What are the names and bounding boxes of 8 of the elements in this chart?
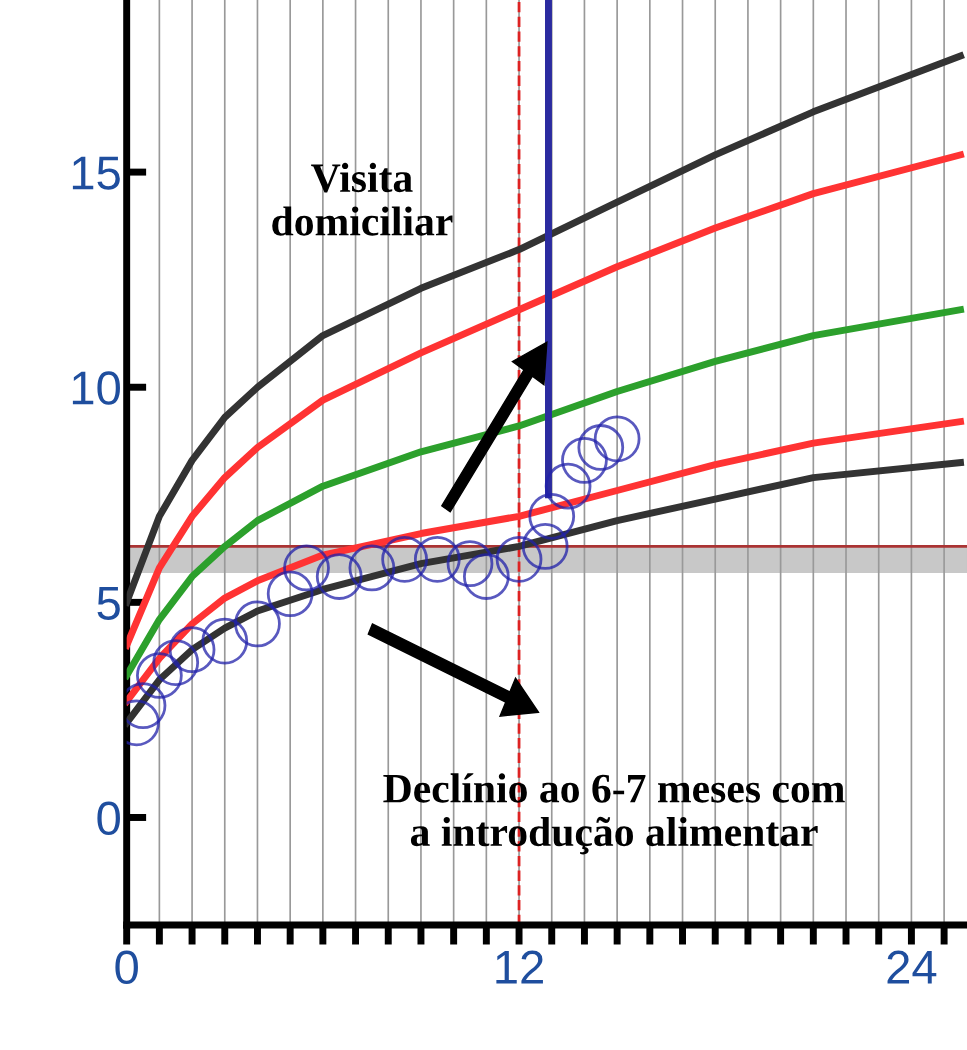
y-tick-label: 5: [97, 586, 120, 620]
y-tick-label: 15: [72, 156, 120, 190]
y-tick-label: 10: [72, 371, 120, 405]
y-tick-label: 0: [97, 801, 120, 836]
annotation: Declínio ao 6-7 meses com a introdução alimentar: [383, 773, 845, 855]
x-tick-label: 12: [496, 950, 543, 984]
x-tick-label: 24: [887, 950, 937, 984]
annotation: Visita domiciliar: [272, 162, 453, 236]
